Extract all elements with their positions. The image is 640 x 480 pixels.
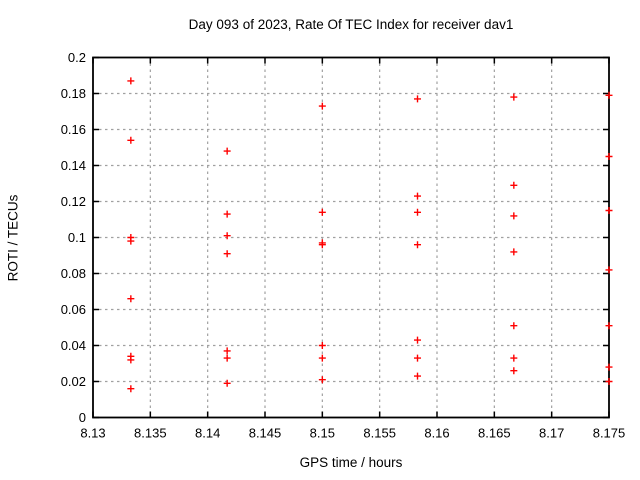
data-point-marker [127,237,135,245]
data-point-marker [605,153,613,160]
data-point-marker [318,208,326,216]
y-tick-label: 0.02 [61,374,86,389]
x-tick-label: 8.175 [593,426,626,441]
data-point-marker [414,372,422,380]
data-point-marker [605,378,613,385]
data-point-marker [510,354,518,362]
y-tick-label: 0.2 [68,50,86,65]
data-point-marker [414,354,422,362]
data-point-marker [127,136,135,144]
data-point-marker [223,232,231,240]
data-point-marker [127,77,135,85]
y-tick-label: 0.14 [61,158,86,173]
y-tick-label: 0.04 [61,338,86,353]
data-point-marker [510,93,518,101]
x-tick-label: 8.155 [363,426,396,441]
data-point-marker [605,91,613,99]
data-point-marker [318,376,326,384]
x-tick-label: 8.165 [478,426,511,441]
data-point-marker [510,322,518,330]
x-tick-label: 8.145 [249,426,282,441]
data-point-marker [414,241,422,249]
y-tick-label: 0.08 [61,266,86,281]
y-tick-label: 0.1 [68,230,86,245]
data-point-marker [318,342,326,349]
y-tick-label: 0.18 [61,86,86,101]
y-tick-label: 0.12 [61,194,86,209]
data-point-marker [223,347,231,355]
data-point-marker [510,181,518,189]
chart-title: Day 093 of 2023, Rate Of TEC Index for r… [188,17,514,32]
data-point-marker [605,266,613,274]
data-point-marker [223,250,231,258]
x-tick-label: 8.14 [195,426,220,441]
data-point-marker [605,322,613,330]
data-point-marker [127,385,135,393]
data-point-marker [605,363,613,371]
data-point-marker [318,241,326,249]
y-tick-label: 0.16 [61,122,86,137]
data-point-marker [223,147,231,155]
x-tick-label: 8.13 [80,426,105,441]
data-point-marker [414,336,422,344]
data-point-marker [414,192,422,200]
data-point-marker [223,354,231,362]
data-point-marker [318,354,326,362]
data-point-marker [510,212,518,220]
x-axis-label: GPS time / hours [299,455,403,470]
y-axis-label: ROTI / TECUs [5,194,21,282]
y-tick-label: 0 [79,410,86,425]
x-tick-label: 8.15 [310,426,335,441]
data-point-marker [127,356,135,364]
data-point-marker [605,207,613,214]
data-point-marker [127,295,135,303]
y-tick-label: 0.06 [61,302,86,317]
data-point-marker [223,210,231,218]
x-tick-label: 8.17 [539,426,564,441]
data-point-marker [318,102,326,110]
data-point-marker [223,379,231,387]
x-tick-label: 8.135 [134,426,167,441]
data-point-marker [414,208,422,216]
data-point-marker [510,367,518,375]
x-tick-label: 8.16 [424,426,449,441]
data-point-marker [510,248,518,256]
data-point-marker [414,95,422,103]
